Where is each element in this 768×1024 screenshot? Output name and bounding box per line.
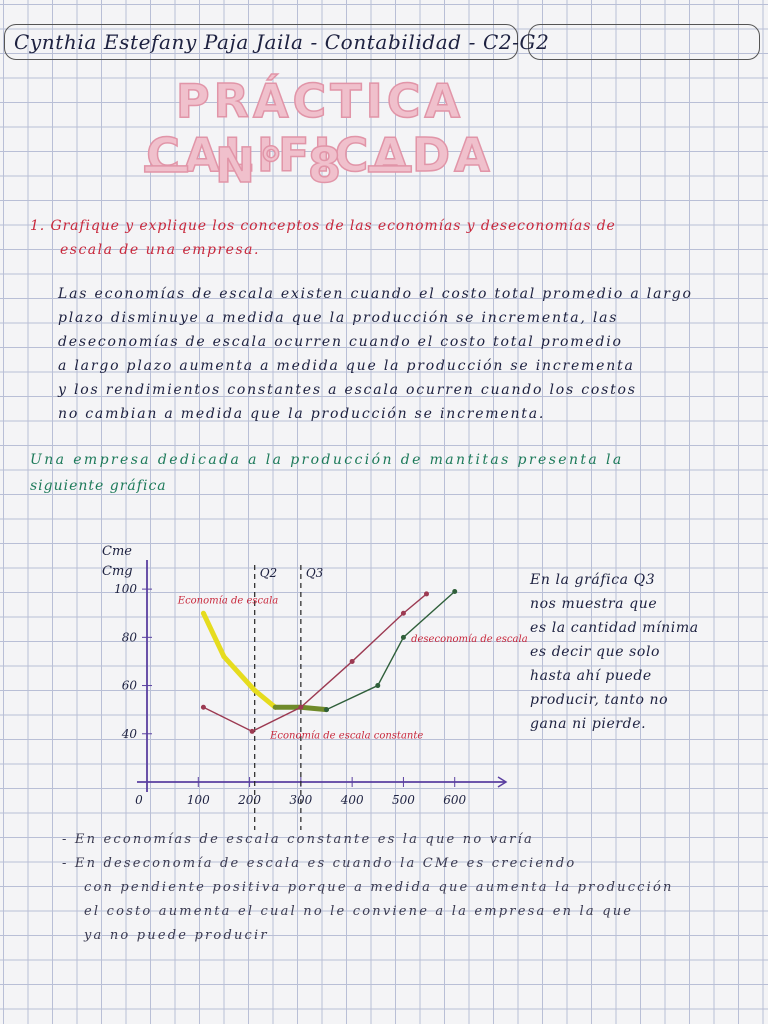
question: 1. Grafique y explique los conceptos de … bbox=[30, 218, 616, 234]
x-tick-label: 100 bbox=[187, 793, 210, 807]
axis-arrow bbox=[497, 776, 508, 788]
series-line bbox=[326, 590, 456, 711]
x-tick-label: 200 bbox=[237, 793, 261, 807]
conclusion-line: con pendiente positiva porque a medida q… bbox=[84, 880, 674, 895]
data-point bbox=[400, 634, 406, 640]
conclusion-line: el costo aumenta el cual no le conviene … bbox=[84, 904, 634, 919]
answer-line: no cambian a medida que la producción se… bbox=[58, 406, 546, 422]
answer-line: plazo disminuye a medida que la producci… bbox=[58, 310, 619, 326]
question: escala de una empresa. bbox=[60, 242, 260, 258]
series-line bbox=[201, 612, 277, 710]
answer-line: y los rendimientos constantes a escala o… bbox=[58, 382, 637, 398]
annotation: Economía de escala constante bbox=[269, 731, 423, 742]
note-line: producir, tanto no bbox=[530, 692, 669, 708]
x-tick-label: 600 bbox=[443, 793, 466, 807]
y-tick-label: 40 bbox=[121, 727, 138, 741]
note-line: hasta ahí puede bbox=[530, 668, 652, 684]
y-axis-label: Cmg bbox=[102, 564, 133, 579]
y-axis-label: Cme bbox=[102, 544, 132, 559]
y-tick-label: 60 bbox=[122, 679, 138, 693]
intro-line: Una empresa dedicada a la producción de … bbox=[30, 452, 624, 468]
note-line: es decir que solo bbox=[530, 644, 661, 660]
note-line: es la cantidad mínima bbox=[530, 620, 699, 636]
conclusion-line: ya no puede producir bbox=[84, 928, 269, 943]
x-tick-label: 400 bbox=[340, 793, 364, 807]
conclusion-line: - En economías de escala constante es la… bbox=[62, 832, 534, 847]
data-point bbox=[200, 610, 206, 616]
answer-line: Las economías de escala existen cuando e… bbox=[58, 286, 693, 302]
data-point bbox=[200, 704, 206, 710]
title: PRÁCTICA CALIFICADA bbox=[146, 73, 494, 183]
intro-line: siguiente gráfica bbox=[30, 478, 167, 494]
reference-label: Q3 bbox=[306, 566, 324, 580]
data-point bbox=[349, 658, 355, 664]
y-tick-label: 80 bbox=[122, 630, 138, 644]
subtitle: — N° 8 — bbox=[141, 137, 418, 195]
answer-line: a largo plazo aumenta a medida que la pr… bbox=[58, 358, 635, 374]
data-point bbox=[324, 707, 329, 713]
data-point bbox=[221, 654, 227, 660]
x-tick-label: 500 bbox=[392, 793, 415, 807]
note-line: gana ni pierde. bbox=[530, 716, 647, 732]
note-line: nos muestra que bbox=[530, 596, 658, 612]
student-name: Cynthia Estefany Paja Jaila - Contabilid… bbox=[14, 30, 550, 54]
x-tick-label: 0 bbox=[135, 793, 143, 807]
data-point bbox=[375, 683, 381, 689]
data-point bbox=[424, 591, 430, 597]
series-line bbox=[203, 593, 427, 733]
data-point bbox=[272, 704, 278, 710]
grade-box bbox=[528, 24, 760, 60]
reference-label: Q2 bbox=[260, 566, 277, 580]
annotation: Economía de escala bbox=[177, 596, 279, 607]
data-point bbox=[400, 610, 406, 616]
y-tick-label: 100 bbox=[114, 582, 137, 596]
data-point bbox=[298, 704, 304, 710]
conclusion-line: - En deseconomía de escala es cuando la … bbox=[62, 856, 577, 871]
data-point bbox=[252, 687, 258, 693]
annotation: deseconomía de escala bbox=[411, 634, 528, 645]
note-line: En la gráfica Q3 bbox=[530, 572, 656, 588]
data-point bbox=[249, 728, 255, 734]
data-point bbox=[452, 589, 458, 595]
answer-line: deseconomías de escala ocurren cuando el… bbox=[58, 334, 623, 350]
name-box bbox=[4, 24, 518, 60]
